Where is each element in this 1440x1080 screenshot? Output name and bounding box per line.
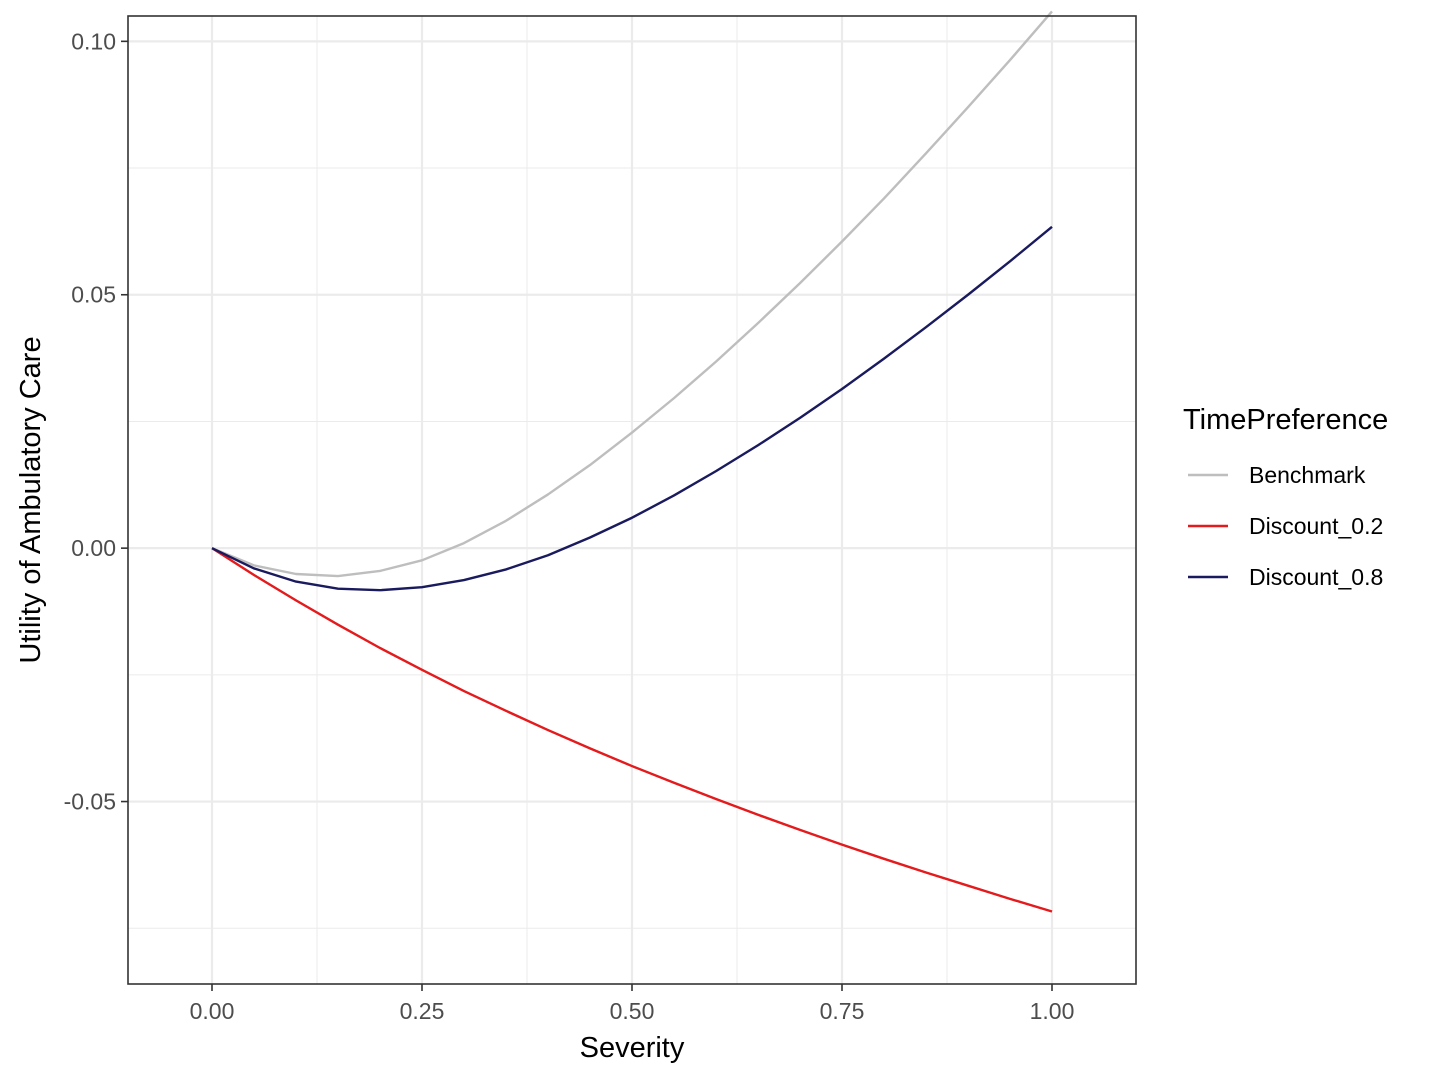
x-axis: 0.00 0.25 0.50 0.75 1.00 (190, 984, 1075, 1024)
x-tick-label: 0.25 (400, 998, 445, 1024)
plot-panel (127, 10, 1137, 985)
y-tick-label: 0.05 (71, 282, 116, 308)
x-tick-label: 0.50 (610, 998, 655, 1024)
x-tick-label: 1.00 (1030, 998, 1075, 1024)
series-line-discount-0-2 (211, 547, 1053, 913)
y-tick-label: 0.10 (71, 28, 116, 54)
legend-label-discount-0-2: Discount_0.2 (1249, 513, 1383, 539)
series-line-discount-0-8 (211, 225, 1053, 592)
x-axis-title: Severity (580, 1032, 685, 1064)
legend-item-discount-0-2: Discount_0.2 (1188, 513, 1383, 539)
legend-item-discount-0-8: Discount_0.8 (1188, 564, 1383, 590)
legend-title: TimePreference (1183, 404, 1388, 436)
y-axis-title: Utility of Ambulatory Care (15, 336, 47, 663)
legend-items: Benchmark Discount_0.2 Discount_0.8 (1188, 462, 1383, 590)
legend: TimePreference Benchmark Discount_0.2 Disc… (1183, 404, 1388, 590)
legend-label-benchmark: Benchmark (1249, 462, 1366, 488)
series-lines (211, 10, 1053, 913)
x-tick-label: 0.00 (190, 998, 235, 1024)
legend-label-discount-0-8: Discount_0.8 (1249, 564, 1383, 590)
series-line-benchmark (211, 10, 1053, 578)
y-axis: -0.05 0.00 0.05 0.10 (64, 28, 128, 815)
x-tick-label: 0.75 (820, 998, 865, 1024)
y-tick-label: -0.05 (64, 789, 116, 815)
y-tick-label: 0.00 (71, 535, 116, 561)
legend-item-benchmark: Benchmark (1188, 462, 1366, 488)
